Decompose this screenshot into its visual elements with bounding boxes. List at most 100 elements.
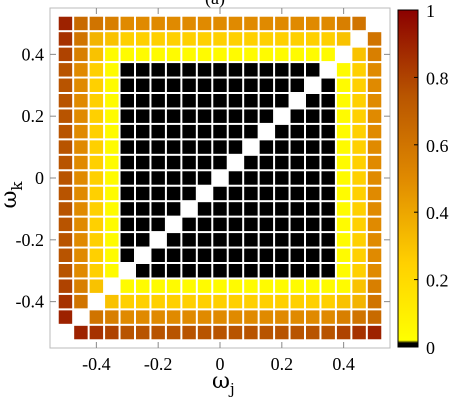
heatmap-cell bbox=[58, 16, 73, 31]
heatmap-cell bbox=[213, 279, 227, 293]
colorbar-tick-label: 0 bbox=[426, 338, 435, 358]
heatmap-cell bbox=[182, 186, 196, 201]
heatmap-cell bbox=[244, 78, 258, 92]
heatmap-cell bbox=[136, 16, 150, 31]
heatmap-cell bbox=[136, 32, 150, 46]
heatmap-cell bbox=[105, 325, 119, 340]
heatmap-cell bbox=[352, 325, 366, 340]
heatmap-cell bbox=[321, 248, 335, 262]
chart-title: (a) bbox=[205, 0, 225, 9]
heatmap-cell bbox=[151, 264, 165, 278]
heatmap-cell bbox=[166, 124, 181, 139]
heatmap-cell bbox=[151, 16, 165, 31]
heatmap-cell bbox=[367, 78, 382, 92]
heatmap-cell bbox=[244, 217, 258, 232]
heatmap-cell bbox=[120, 155, 134, 170]
heatmap-cell bbox=[306, 171, 320, 185]
heatmap-cell bbox=[105, 186, 119, 201]
colorbar-tick-label: 1 bbox=[426, 1, 435, 21]
heatmap-cell bbox=[58, 109, 73, 123]
heatmap-cell bbox=[120, 32, 134, 46]
heatmap-cell bbox=[367, 63, 382, 77]
heatmap-cell bbox=[306, 264, 320, 278]
heatmap-cell bbox=[228, 233, 243, 247]
heatmap-cell bbox=[290, 124, 304, 139]
heatmap-cell bbox=[213, 32, 227, 46]
heatmap-cell bbox=[336, 63, 351, 77]
heatmap-cell bbox=[290, 171, 304, 185]
heatmap-cell bbox=[290, 202, 304, 216]
heatmap-cell bbox=[151, 294, 165, 309]
heatmap-cell bbox=[352, 16, 366, 31]
heatmap-cell bbox=[89, 325, 104, 340]
heatmap-cell bbox=[58, 94, 73, 108]
heatmap-cell bbox=[321, 94, 335, 108]
heatmap-cell bbox=[166, 279, 181, 293]
heatmap-cell bbox=[259, 310, 274, 324]
heatmap-cell bbox=[275, 16, 289, 31]
heatmap-cell bbox=[367, 171, 382, 185]
heatmap-cell bbox=[336, 310, 351, 324]
heatmap-cell bbox=[166, 16, 181, 31]
heatmap-cell bbox=[367, 140, 382, 154]
heatmap-cell bbox=[58, 171, 73, 185]
heatmap-cell bbox=[197, 155, 212, 170]
heatmap-cell bbox=[182, 233, 196, 247]
heatmap-cell bbox=[105, 202, 119, 216]
heatmap-cell bbox=[136, 325, 150, 340]
heatmap-cell bbox=[89, 124, 104, 139]
heatmap-cell bbox=[259, 47, 274, 62]
heatmap-cell bbox=[228, 171, 243, 185]
heatmap-cell bbox=[352, 94, 366, 108]
heatmap-cell bbox=[321, 16, 335, 31]
heatmap-cell bbox=[151, 186, 165, 201]
heatmap-cell bbox=[259, 63, 274, 77]
heatmap-cell bbox=[89, 202, 104, 216]
heatmap-cell bbox=[275, 294, 289, 309]
heatmap-cell bbox=[228, 310, 243, 324]
heatmap-cell bbox=[136, 155, 150, 170]
heatmap-cell bbox=[367, 310, 382, 324]
heatmap-cell bbox=[58, 279, 73, 293]
heatmap-cell bbox=[244, 63, 258, 77]
heatmap-cell bbox=[166, 94, 181, 108]
heatmap-cell bbox=[290, 63, 304, 77]
heatmap-cell bbox=[352, 63, 366, 77]
heatmap-cell bbox=[213, 294, 227, 309]
heatmap-cell bbox=[306, 109, 320, 123]
heatmap-cell bbox=[105, 124, 119, 139]
heatmap-cell bbox=[151, 217, 165, 232]
heatmap-cell bbox=[74, 233, 88, 247]
heatmap-cell bbox=[166, 32, 181, 46]
y-axis-ticks: -0.4 -0.2 0 0.2 0.4 bbox=[16, 44, 390, 312]
heatmap-cell bbox=[367, 109, 382, 123]
y-axis-label-symbol: ω bbox=[0, 191, 22, 209]
heatmap-cell bbox=[244, 186, 258, 201]
heatmap-cell bbox=[182, 217, 196, 232]
heatmap-cell bbox=[290, 217, 304, 232]
heatmap-cell bbox=[120, 47, 134, 62]
heatmap-cell bbox=[89, 140, 104, 154]
heatmap-cell bbox=[74, 264, 88, 278]
heatmap-cell bbox=[213, 217, 227, 232]
heatmap-cell bbox=[213, 78, 227, 92]
heatmap-cell bbox=[259, 325, 274, 340]
heatmap-cell bbox=[58, 63, 73, 77]
heatmap-cell bbox=[120, 171, 134, 185]
heatmap-cell bbox=[74, 248, 88, 262]
heatmap-cell bbox=[321, 32, 335, 46]
heatmap-cell bbox=[367, 202, 382, 216]
heatmap-cell bbox=[166, 325, 181, 340]
heatmap-cell bbox=[151, 310, 165, 324]
heatmap-cell bbox=[275, 124, 289, 139]
heatmap-cell bbox=[74, 109, 88, 123]
heatmap-cell bbox=[259, 78, 274, 92]
heatmap-cell bbox=[306, 310, 320, 324]
heatmap-cell bbox=[290, 264, 304, 278]
heatmap-cell bbox=[197, 124, 212, 139]
heatmap-cell bbox=[244, 248, 258, 262]
heatmap-cell bbox=[182, 78, 196, 92]
heatmap-cell bbox=[213, 310, 227, 324]
heatmap-cell bbox=[151, 325, 165, 340]
heatmap-cell bbox=[89, 248, 104, 262]
